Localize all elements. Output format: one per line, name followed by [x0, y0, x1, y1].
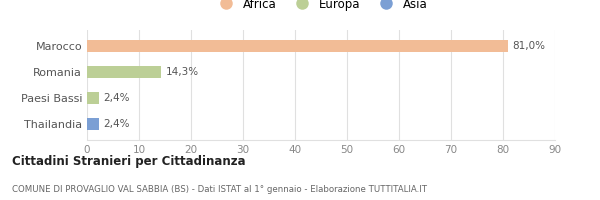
Text: 81,0%: 81,0%	[512, 41, 545, 51]
Text: 2,4%: 2,4%	[104, 119, 130, 129]
Text: 2,4%: 2,4%	[104, 93, 130, 103]
Text: Cittadini Stranieri per Cittadinanza: Cittadini Stranieri per Cittadinanza	[12, 155, 245, 168]
Bar	[87, 66, 161, 78]
Legend: Africa, Europa, Asia: Africa, Europa, Asia	[209, 0, 433, 15]
Text: 14,3%: 14,3%	[166, 67, 199, 77]
Text: COMUNE DI PROVAGLIO VAL SABBIA (BS) - Dati ISTAT al 1° gennaio - Elaborazione TU: COMUNE DI PROVAGLIO VAL SABBIA (BS) - Da…	[12, 185, 427, 194]
Bar	[87, 40, 508, 52]
Bar	[87, 92, 100, 104]
Bar	[87, 118, 100, 130]
